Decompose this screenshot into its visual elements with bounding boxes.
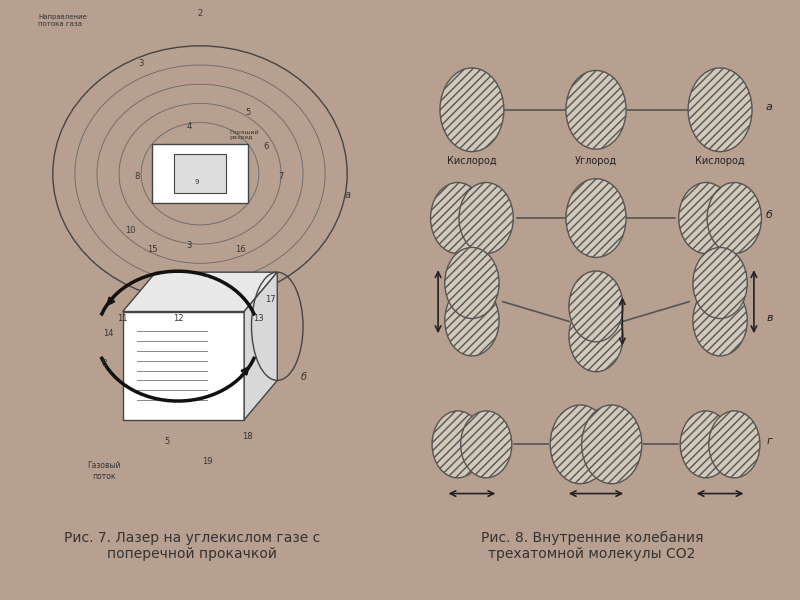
Text: Углород: Углород bbox=[575, 156, 617, 166]
Circle shape bbox=[582, 405, 642, 484]
Text: Газовый
поток: Газовый поток bbox=[87, 461, 121, 481]
Text: г: г bbox=[767, 436, 773, 446]
Text: 11: 11 bbox=[118, 314, 128, 323]
Circle shape bbox=[461, 411, 512, 478]
Polygon shape bbox=[244, 272, 278, 420]
Text: 9: 9 bbox=[194, 179, 198, 185]
Circle shape bbox=[550, 405, 610, 484]
Text: Направление
потока газа: Направление потока газа bbox=[38, 14, 87, 27]
Text: 8: 8 bbox=[134, 172, 140, 181]
Circle shape bbox=[569, 271, 623, 342]
Text: 5: 5 bbox=[164, 437, 170, 446]
Text: 3: 3 bbox=[186, 241, 192, 250]
Text: 16: 16 bbox=[235, 245, 246, 254]
Text: а: а bbox=[766, 102, 773, 112]
Circle shape bbox=[693, 285, 747, 356]
Circle shape bbox=[445, 285, 499, 356]
Circle shape bbox=[430, 182, 485, 254]
Text: 10: 10 bbox=[125, 226, 135, 235]
Polygon shape bbox=[122, 311, 244, 420]
Text: Кислород: Кислород bbox=[695, 156, 745, 166]
Text: 19: 19 bbox=[202, 457, 213, 466]
Circle shape bbox=[707, 182, 762, 254]
Text: 18: 18 bbox=[242, 433, 253, 442]
Circle shape bbox=[678, 182, 733, 254]
Text: 15: 15 bbox=[147, 245, 158, 254]
Circle shape bbox=[688, 68, 752, 152]
Circle shape bbox=[459, 182, 514, 254]
Text: 6: 6 bbox=[263, 142, 269, 151]
Text: 2: 2 bbox=[198, 10, 202, 19]
Text: Рис. 8. Внутренние колебания
трехатомной молекулы СО2: Рис. 8. Внутренние колебания трехатомной… bbox=[481, 531, 703, 561]
Text: 12: 12 bbox=[173, 314, 183, 323]
Text: б: б bbox=[766, 210, 773, 220]
FancyBboxPatch shape bbox=[152, 144, 248, 203]
Circle shape bbox=[693, 247, 747, 319]
Circle shape bbox=[566, 179, 626, 257]
Text: 14: 14 bbox=[102, 329, 114, 338]
Text: 8: 8 bbox=[102, 359, 107, 368]
Circle shape bbox=[569, 301, 623, 372]
Text: в: в bbox=[766, 313, 773, 323]
Circle shape bbox=[709, 411, 760, 478]
Text: 13: 13 bbox=[254, 314, 264, 323]
Text: б: б bbox=[301, 373, 306, 382]
Circle shape bbox=[445, 247, 499, 319]
Text: 5: 5 bbox=[246, 108, 250, 117]
Text: 4: 4 bbox=[186, 122, 191, 131]
Text: а: а bbox=[345, 190, 351, 200]
Text: Рис. 7. Лазер на углекислом газе с
поперечной прокачкой: Рис. 7. Лазер на углекислом газе с попер… bbox=[64, 531, 320, 561]
Text: Кислород: Кислород bbox=[447, 156, 497, 166]
Circle shape bbox=[680, 411, 731, 478]
Text: Горящий
разряд: Горящий разряд bbox=[230, 130, 259, 140]
FancyBboxPatch shape bbox=[174, 154, 226, 193]
Text: 17: 17 bbox=[265, 295, 275, 304]
Text: 3: 3 bbox=[138, 59, 144, 68]
Text: 7: 7 bbox=[278, 172, 284, 181]
Circle shape bbox=[440, 68, 504, 152]
Circle shape bbox=[432, 411, 483, 478]
Circle shape bbox=[566, 70, 626, 149]
Polygon shape bbox=[122, 272, 278, 311]
